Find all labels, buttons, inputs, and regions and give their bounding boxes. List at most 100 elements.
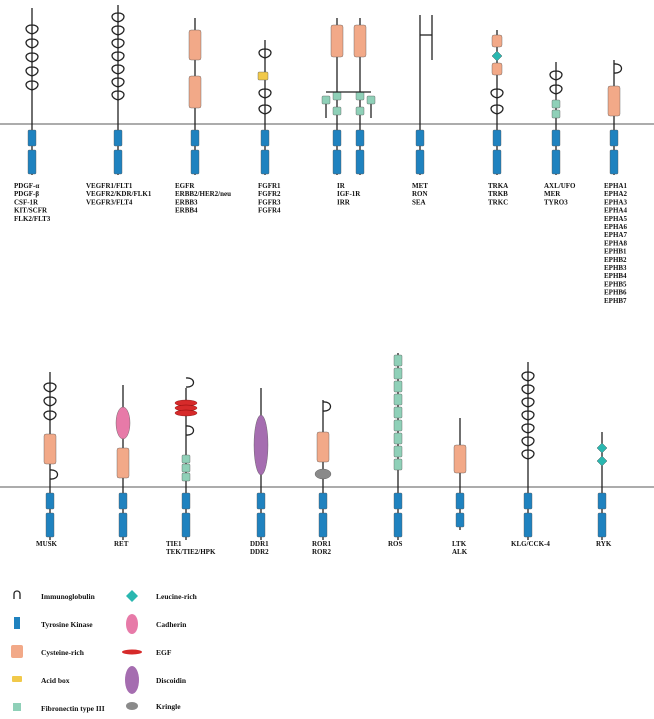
family-label-ir: IR: [337, 182, 346, 190]
family-label-eph: EPHA1: [604, 182, 627, 190]
tyrosine-kinase-domain: [45, 512, 55, 538]
tyrosine-kinase-domain: [455, 492, 465, 510]
legend-symbol-cad: [126, 614, 138, 634]
family-label-ryk: RYK: [596, 540, 612, 548]
fibronectin-type-iii-domain: [321, 95, 331, 105]
legend-label-cad: Cadherin: [156, 620, 187, 629]
tyrosine-kinase-domain: [318, 492, 328, 510]
family-label-egfr: ERBB3: [175, 198, 198, 206]
immunoglobulin-domain: [49, 469, 59, 480]
tyrosine-kinase-domain: [597, 492, 607, 510]
tyrosine-kinase-domain: [355, 149, 365, 175]
family-label-eph: EPHA5: [604, 215, 627, 223]
family-label-ir: IGF-1R: [337, 190, 361, 198]
family-label-trk: TRKC: [488, 198, 508, 206]
immunoglobulin-domain: [613, 63, 623, 74]
cysteine-rich-domain: [188, 75, 202, 109]
immunoglobulin-domain: [25, 66, 39, 77]
immunoglobulin-domain: [521, 384, 535, 395]
tyrosine-kinase-domain: [190, 129, 200, 147]
family-label-trk: TRKB: [488, 190, 508, 198]
tyrosine-kinase-domain: [256, 512, 266, 538]
immunoglobulin-domain: [111, 25, 125, 36]
fibronectin-type-iii-domain: [393, 406, 403, 419]
fibronectin-type-iii-domain: [181, 472, 191, 482]
family-label-tie: TEK/TIE2/HPK: [166, 548, 216, 556]
family-label-eph: EPHA8: [604, 239, 627, 247]
fibronectin-type-iii-domain: [393, 367, 403, 380]
family-label-vegf: VEGFR2/KDR/FLK1: [86, 190, 152, 198]
family-label-ltk: LTK: [452, 540, 467, 548]
family-label-fgfr: FGFR4: [258, 207, 281, 215]
immunoglobulin-domain: [521, 449, 535, 460]
fibronectin-type-iii-domain: [393, 393, 403, 406]
legend-label-acid: Acid box: [41, 676, 70, 685]
family-label-met: RON: [412, 190, 428, 198]
legend-label-disc: Discoidin: [156, 676, 187, 685]
family-label-met: MET: [412, 182, 428, 190]
immunoglobulin-domain: [25, 80, 39, 91]
family-label-axl: AXL/UFO: [544, 182, 576, 190]
immunoglobulin-domain: [521, 397, 535, 408]
immunoglobulin-domain: [521, 436, 535, 447]
legend-item-cys: Cysteine-rich: [11, 645, 85, 658]
fibronectin-type-iii-domain: [355, 106, 365, 116]
cadherin-domain: [115, 406, 131, 440]
immunoglobulin-domain: [111, 12, 125, 23]
tyrosine-kinase-domain: [523, 492, 533, 510]
family-label-vegf: VEGFR1/FLT1: [86, 182, 133, 190]
tyrosine-kinase-domain: [113, 149, 123, 175]
immunoglobulin-domain: [490, 88, 504, 99]
legend-symbol-acid: [12, 676, 22, 682]
immunoglobulin-domain: [25, 24, 39, 35]
cysteine-rich-domain: [607, 85, 621, 117]
family-label-eph: EPHA4: [604, 207, 627, 215]
legend-item-disc: Discoidin: [125, 666, 187, 694]
immunoglobulin-domain: [111, 38, 125, 49]
legend-symbol-cys: [11, 645, 23, 658]
immunoglobulin-domain: [185, 377, 195, 388]
immunoglobulin-domain: [521, 410, 535, 421]
tyrosine-kinase-domain: [492, 129, 502, 147]
family-label-eph: EPHB5: [604, 280, 627, 288]
tyrosine-kinase-domain: [318, 512, 328, 538]
legend-symbol-tk: [14, 617, 20, 629]
family-label-fgfr: FGFR1: [258, 182, 281, 190]
tyrosine-kinase-domain: [609, 149, 619, 175]
family-label-eph: EPHB7: [604, 297, 627, 305]
tyrosine-kinase-domain: [113, 129, 123, 147]
immunoglobulin-domain: [521, 371, 535, 382]
cysteine-rich-domain: [453, 444, 467, 474]
immunoglobulin-domain: [549, 84, 563, 95]
legend-symbol-ig: [13, 590, 21, 599]
fibronectin-type-iii-domain: [332, 106, 342, 116]
fibronectin-type-iii-domain: [332, 91, 342, 101]
immunoglobulin-domain: [490, 104, 504, 115]
immunoglobulin-domain: [322, 401, 332, 412]
family-label-musk: MUSK: [36, 540, 58, 548]
tyrosine-kinase-domain: [260, 129, 270, 147]
acid-box-domain: [257, 71, 269, 81]
legend-item-acid: Acid box: [12, 676, 70, 685]
legend-symbol-leu: [126, 590, 138, 602]
immunoglobulin-domain: [43, 382, 57, 393]
kringle-domain: [314, 468, 332, 480]
family-label-ltk: ALK: [452, 548, 468, 556]
family-label-eph: EPHA7: [604, 231, 627, 239]
discoidin-domain: [253, 414, 269, 476]
family-label-tie: TIE1: [166, 540, 182, 548]
tyrosine-kinase-domain: [551, 129, 561, 147]
fibronectin-type-iii-domain: [393, 432, 403, 445]
legend-label-kringle: Kringle: [156, 702, 181, 711]
immunoglobulin-domain: [25, 52, 39, 63]
immunoglobulin-domain: [111, 77, 125, 88]
tyrosine-kinase-domain: [118, 512, 128, 538]
cysteine-rich-domain: [188, 29, 202, 61]
family-label-pdgf: KIT/SCFR: [14, 207, 48, 215]
tyrosine-kinase-domain: [455, 512, 465, 528]
family-label-egfr: ERBB2/HER2/neu: [175, 190, 231, 198]
tyrosine-kinase-domain: [492, 149, 502, 175]
tyrosine-kinase-domain: [551, 149, 561, 175]
family-label-eph: EPHB4: [604, 272, 627, 280]
tyrosine-kinase-domain: [27, 149, 37, 175]
